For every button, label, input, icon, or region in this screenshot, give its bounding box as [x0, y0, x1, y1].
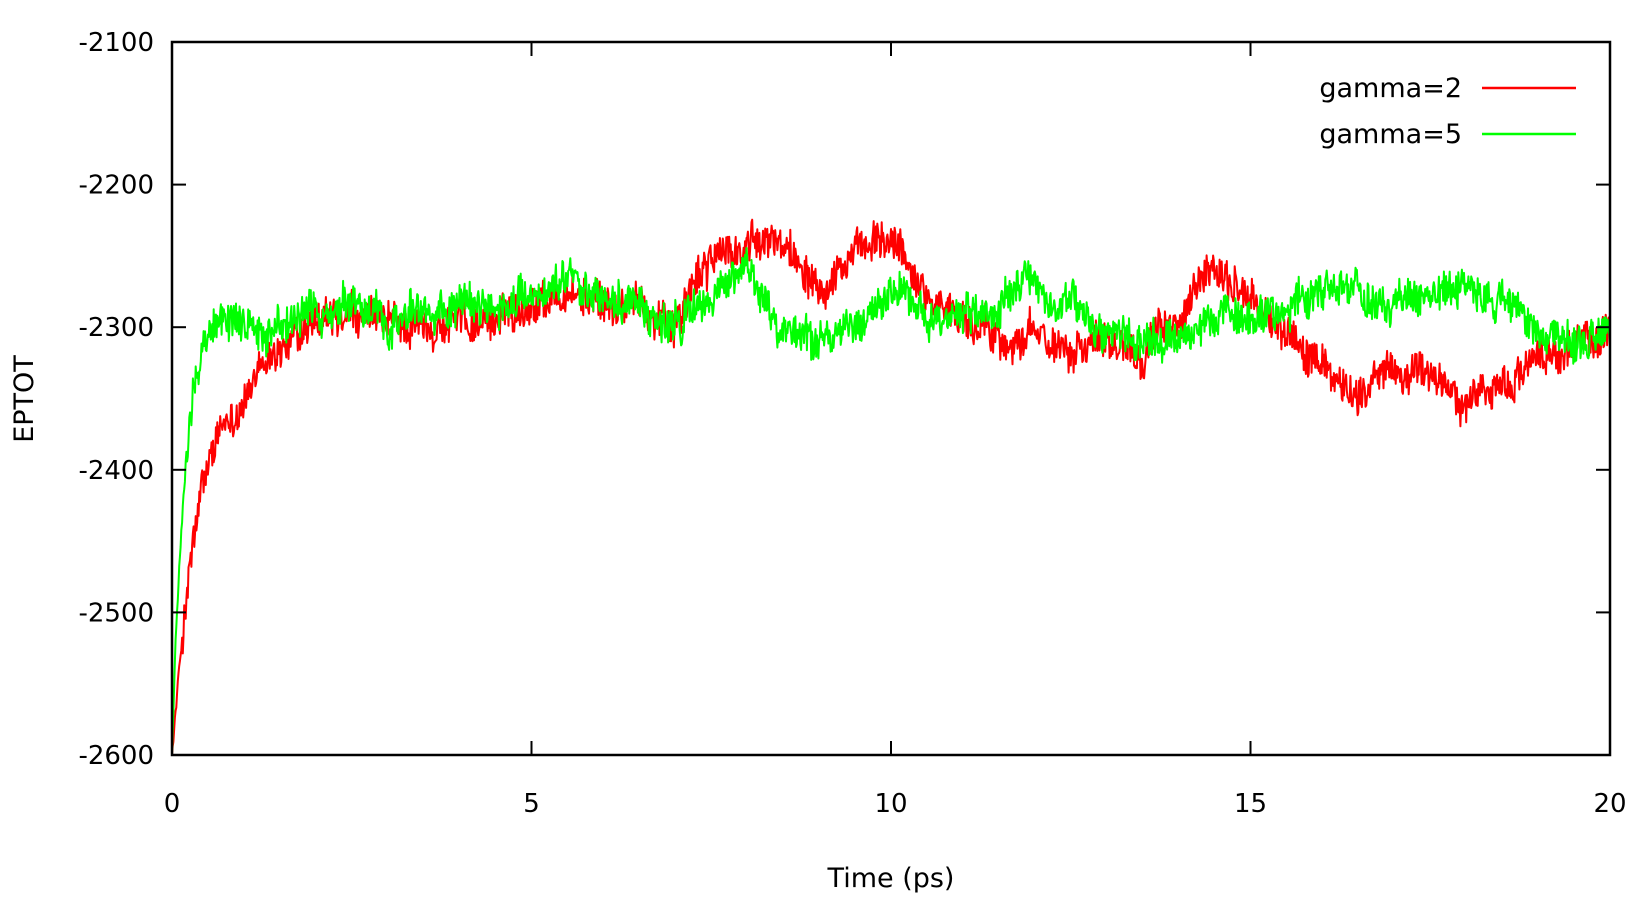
x-tick-label: 15 [1234, 789, 1267, 819]
x-axis-title: Time (ps) [827, 863, 955, 894]
y-tick-label: -2300 [78, 313, 154, 343]
x-tick-label: 20 [1593, 789, 1626, 819]
y-tick-label: -2500 [78, 598, 154, 628]
x-tick-label: 5 [523, 789, 540, 819]
series-line-1 [171, 218, 1611, 756]
series-lines [171, 218, 1611, 756]
legend: gamma=2 gamma=5 [1319, 73, 1576, 150]
y-tick-label: -2600 [78, 741, 154, 771]
tick-labels: 0 5 10 15 20 -2600 -2500 -2400 -2300 -2200 -2100 [78, 28, 1626, 819]
y-tick-label: -2200 [78, 171, 154, 201]
x-tick-label: 10 [874, 789, 907, 819]
y-tick-label: -2100 [78, 28, 154, 58]
plot-frame [170, 40, 1612, 757]
legend-label: gamma=5 [1319, 119, 1462, 150]
legend-label: gamma=2 [1319, 73, 1462, 104]
y-axis-title: EPTOT [9, 355, 40, 443]
x-tick-label: 0 [164, 789, 181, 819]
y-tick-label: -2400 [78, 456, 154, 486]
series-line-2 [171, 247, 1611, 756]
